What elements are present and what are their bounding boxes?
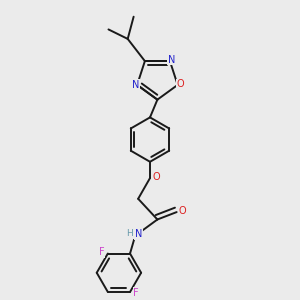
Text: O: O [178,206,186,216]
Text: F: F [99,248,105,257]
Text: F: F [133,288,139,298]
Text: H: H [127,230,133,238]
Text: N: N [135,229,142,239]
Text: N: N [132,80,139,90]
Text: O: O [153,172,160,182]
Text: O: O [176,79,184,89]
Text: N: N [168,55,176,65]
